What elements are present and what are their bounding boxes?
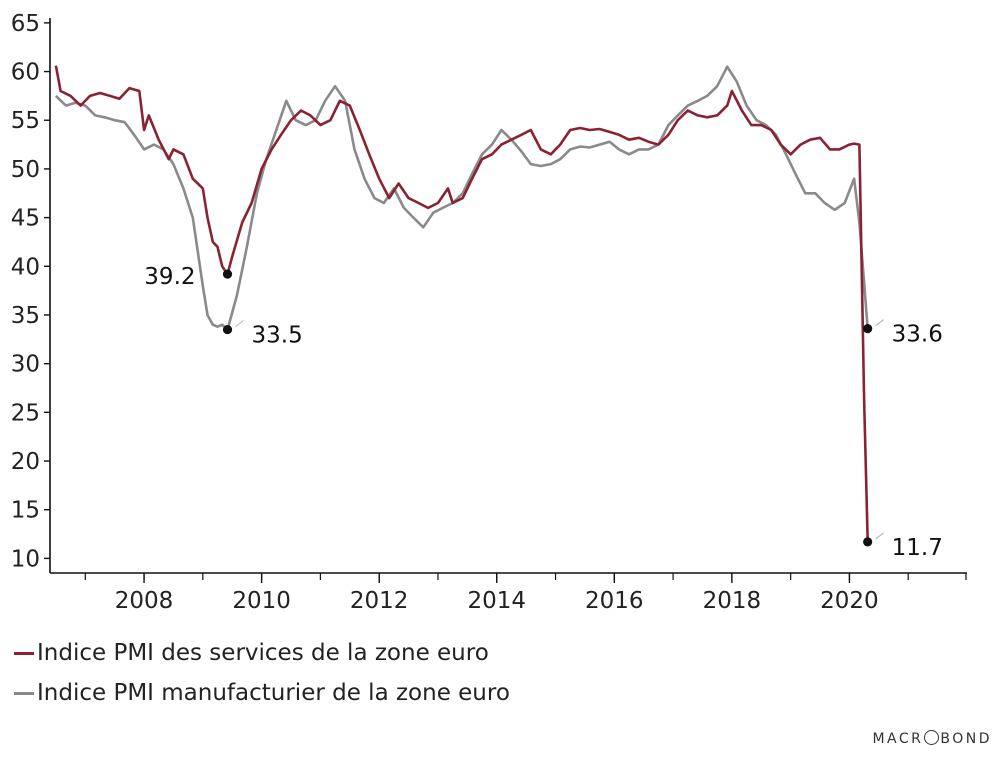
- annotation-marker: [863, 537, 873, 547]
- legend-item-manufacturing: Indice PMI manufacturier de la zone euro: [14, 680, 510, 706]
- x-tick-label: 2008: [115, 588, 174, 610]
- legend-swatch-manufacturing: [14, 691, 34, 695]
- x-tick-label: 2018: [703, 588, 762, 610]
- y-tick-label: 15: [11, 498, 40, 524]
- brand-left-text: MACR: [872, 731, 924, 747]
- x-tick-label: 2010: [232, 588, 291, 610]
- y-tick-label: 20: [11, 449, 40, 475]
- y-tick-label: 10: [11, 546, 40, 572]
- y-tick-label: 55: [11, 108, 40, 134]
- y-tick-label: 25: [11, 400, 40, 426]
- y-tick-label: 45: [11, 206, 40, 232]
- x-tick-label: 2016: [585, 588, 644, 610]
- annotation-leader: [875, 319, 885, 327]
- x-tick-label: 2014: [467, 588, 526, 610]
- macrobond-logo: MACR BOND: [872, 730, 992, 747]
- y-tick-label: 65: [11, 11, 40, 37]
- brand-circle-icon: [924, 730, 940, 745]
- annotation-marker: [222, 324, 233, 335]
- annotation-label: 39.2: [144, 264, 195, 290]
- y-tick-label: 50: [11, 157, 40, 183]
- y-tick-label: 60: [11, 60, 40, 86]
- x-tick-label: 2012: [350, 588, 409, 610]
- brand-right-text: BOND: [940, 731, 992, 747]
- annotation-label: 33.5: [252, 323, 303, 349]
- y-tick-label: 35: [11, 303, 40, 329]
- y-tick-label: 40: [11, 254, 40, 280]
- legend-item-services: Indice PMI des services de la zone euro: [14, 640, 489, 666]
- legend-label-services: Indice PMI des services de la zone euro: [37, 640, 489, 666]
- pmi-line-chart: 10 15 20 25 30 35 40 45 50 55 60 65 2008 2010 2012 2014…: [11, 11, 967, 610]
- services-pmi-line: [54, 65, 869, 542]
- y-tick-label: 30: [11, 352, 40, 378]
- annotation-label: 11.7: [892, 535, 943, 561]
- annotation-marker: [863, 324, 873, 334]
- annotation-marker: [222, 269, 233, 279]
- annotation-leader: [235, 320, 244, 328]
- legend-swatch-services: [14, 651, 34, 655]
- annotation-leader: [875, 532, 885, 540]
- legend-label-manufacturing: Indice PMI manufacturier de la zone euro: [37, 680, 510, 706]
- x-tick-label: 2020: [820, 588, 879, 610]
- annotation-label: 33.6: [892, 322, 943, 348]
